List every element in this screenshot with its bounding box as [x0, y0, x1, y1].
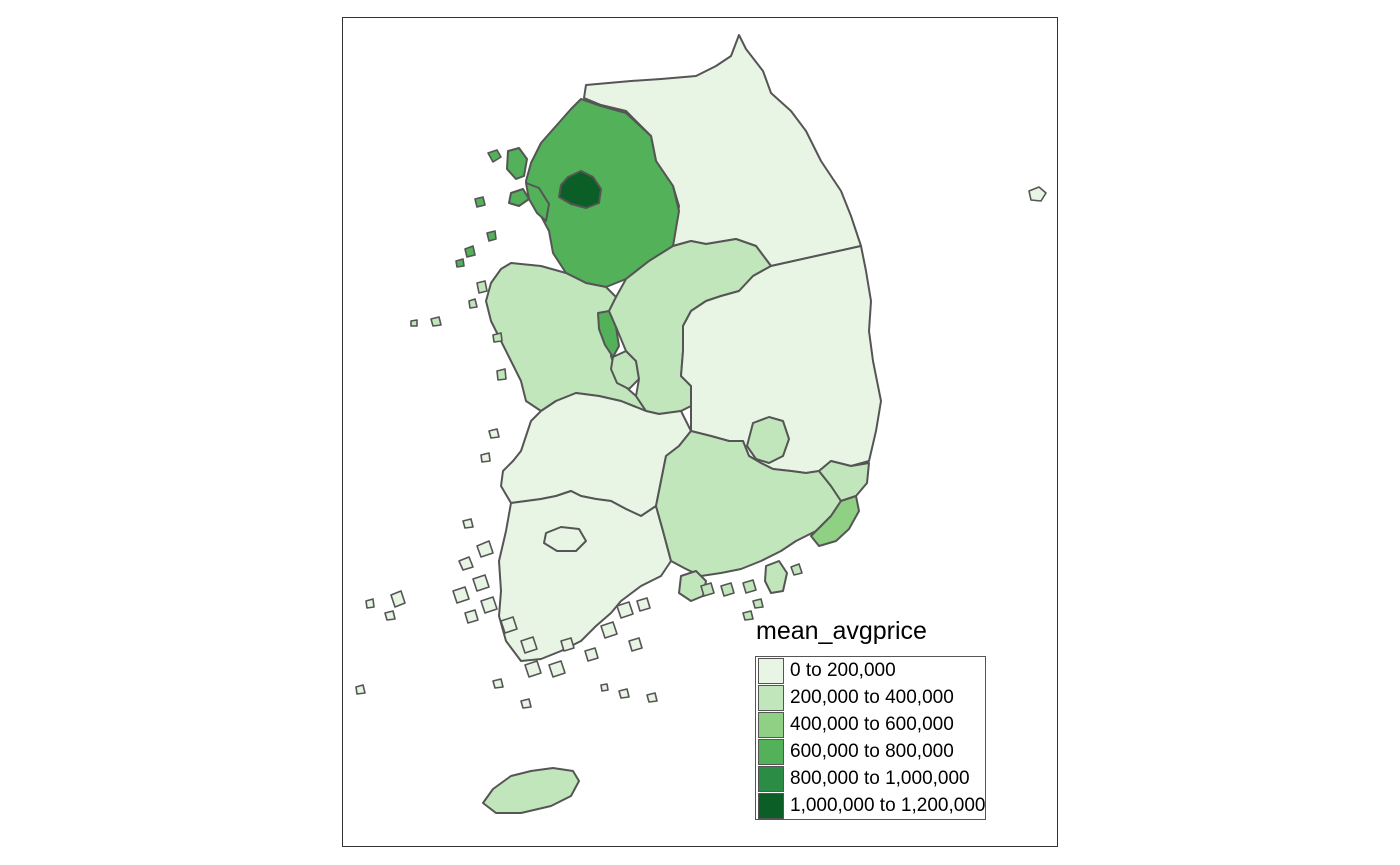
choropleth-map — [355, 34, 1047, 814]
legend-item: 1,000,000 to 1,200,000 — [756, 792, 985, 819]
region-gyeongnam-island — [764, 560, 788, 594]
region-busan — [810, 495, 860, 547]
legend-swatch — [758, 765, 784, 792]
region-gwangju — [543, 526, 587, 552]
legend-swatch — [758, 684, 784, 711]
region-jeonnam — [498, 490, 672, 662]
legend-title: mean_avgprice — [756, 617, 927, 645]
legend-swatch — [758, 738, 784, 765]
legend-item: 400,000 to 600,000 — [756, 711, 985, 738]
legend-label: 600,000 to 800,000 — [790, 740, 954, 762]
legend-item: 200,000 to 400,000 — [756, 684, 985, 711]
legend-label: 200,000 to 400,000 — [790, 686, 954, 708]
map-legend: mean_avgprice 0 to 200,000 200,000 to 40… — [755, 616, 987, 824]
legend-label: 800,000 to 1,000,000 — [790, 767, 970, 789]
region-gyeongnam-island — [678, 570, 707, 602]
region-seoul — [558, 170, 602, 209]
coastal-islands — [355, 149, 803, 709]
legend-items: 0 to 200,000 200,000 to 400,000 400,000 … — [755, 656, 987, 820]
legend-label: 0 to 200,000 — [790, 659, 896, 681]
legend-swatch — [758, 792, 784, 819]
region-incheon-island — [508, 188, 530, 207]
legend-item: 0 to 200,000 — [756, 657, 985, 684]
region-daegu — [746, 416, 790, 464]
legend-item: 800,000 to 1,000,000 — [756, 765, 985, 792]
legend-swatch — [758, 711, 784, 738]
region-gyeongnam — [655, 430, 842, 577]
legend-swatch — [758, 657, 784, 684]
island-ulleungdo — [1028, 186, 1047, 202]
region-incheon-island — [506, 147, 528, 180]
map-frame — [342, 17, 1058, 847]
region-jeju — [482, 767, 580, 814]
legend-item: 600,000 to 800,000 — [756, 738, 985, 765]
legend-label: 400,000 to 600,000 — [790, 713, 954, 735]
legend-label: 1,000,000 to 1,200,000 — [790, 794, 986, 816]
